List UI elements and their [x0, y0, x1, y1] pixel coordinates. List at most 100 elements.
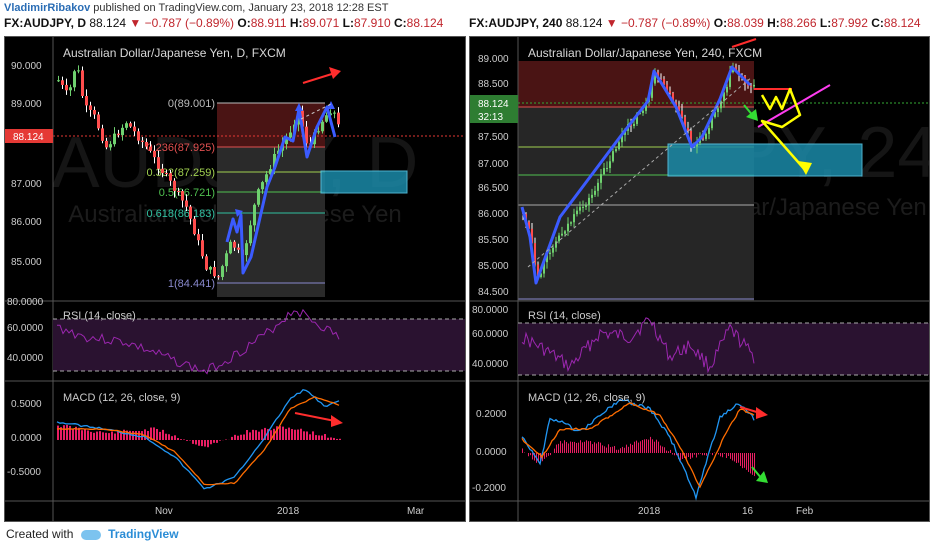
- right-chart-svg[interactable]: AUDJPY, 240 Australian Dollar/Japanese Y…: [470, 37, 929, 521]
- candle: [97, 114, 100, 129]
- candle: [61, 80, 64, 85]
- histogram-bar: [694, 453, 695, 455]
- histogram-bar: [204, 440, 206, 447]
- histogram-bar: [75, 426, 77, 440]
- histogram-bar: [237, 435, 239, 440]
- candle: [726, 86, 728, 93]
- histogram-bar: [604, 446, 605, 453]
- histogram-bar: [580, 440, 581, 453]
- author-link[interactable]: VladimirRibakov: [4, 2, 91, 14]
- candle: [654, 72, 656, 84]
- published-text: published on TradingView.com, January 23…: [93, 2, 389, 14]
- candle: [201, 240, 204, 257]
- candle: [582, 206, 584, 208]
- candle: [93, 109, 96, 115]
- macd-tick: 0.0000: [476, 447, 507, 458]
- candle: [125, 123, 128, 128]
- candle: [573, 214, 575, 223]
- histogram-bar: [249, 432, 251, 440]
- candle: [591, 194, 593, 198]
- rsi-tick: 60.0000: [472, 329, 509, 340]
- candle: [531, 228, 533, 244]
- candle: [261, 182, 264, 190]
- histogram-bar: [588, 441, 589, 453]
- histogram-bar: [564, 440, 565, 453]
- histogram-bar: [646, 439, 647, 453]
- left-price-axis[interactable]: [5, 37, 53, 301]
- candle: [245, 243, 248, 256]
- histogram-bar: [574, 441, 575, 453]
- macd-tick: -0.2000: [472, 483, 506, 494]
- price-tick: 87.000: [11, 179, 42, 190]
- histogram-bar: [210, 440, 212, 445]
- candle: [117, 133, 120, 136]
- histogram-bar: [630, 443, 631, 453]
- candle: [285, 137, 288, 145]
- right-price-axis[interactable]: [470, 37, 518, 301]
- right-close: 88.124: [883, 16, 921, 30]
- current-price-badge: [470, 95, 518, 123]
- candle: [113, 133, 116, 145]
- wave-count-line[interactable]: [225, 105, 337, 275]
- histogram-bar: [602, 445, 603, 453]
- histogram-bar: [138, 430, 140, 440]
- wave-count-line[interactable]: [520, 65, 752, 285]
- candle: [717, 108, 719, 113]
- histogram-bar: [99, 431, 101, 440]
- candle: [181, 191, 184, 201]
- histogram-bar: [141, 431, 143, 440]
- histogram-bar: [668, 451, 669, 453]
- histogram-bar: [330, 437, 332, 440]
- histogram-bar: [309, 434, 311, 440]
- price-tick: 86.000: [478, 209, 509, 220]
- left-chart-panel[interactable]: AUDJPY, D Australian Dollar/Japanese Yen…: [4, 36, 466, 522]
- histogram-bar: [534, 453, 535, 461]
- candle: [229, 241, 232, 254]
- histogram-bar: [702, 453, 703, 456]
- histogram-bar: [742, 453, 743, 469]
- left-price: 88.124: [89, 16, 127, 30]
- price-tick: 85.000: [478, 261, 509, 272]
- candle: [77, 70, 80, 72]
- histogram-bar: [642, 440, 643, 453]
- histogram-bar: [610, 447, 611, 453]
- time-tick: 2018: [638, 506, 661, 517]
- right-chart-panel[interactable]: AUDJPY, 240 Australian Dollar/Japanese Y…: [469, 36, 930, 522]
- candle: [149, 146, 152, 151]
- yellow-arrow-icon: [798, 161, 812, 175]
- histogram-bar: [720, 453, 721, 457]
- candle: [714, 112, 716, 118]
- fib-label-1: 1(84.441): [168, 278, 215, 290]
- down-triangle-icon: ▼: [605, 16, 618, 30]
- rsi-band: [53, 319, 465, 371]
- candle: [269, 169, 272, 175]
- candle: [217, 276, 220, 278]
- rsi-label: RSI (14, close): [63, 310, 136, 322]
- histogram-bar: [692, 453, 693, 458]
- candle: [173, 180, 176, 191]
- right-change: −0.787 (−0.89%): [621, 16, 711, 30]
- yellow-projection-path[interactable]: [760, 87, 807, 172]
- histogram-bar: [628, 446, 629, 453]
- histogram-bar: [614, 446, 615, 453]
- histogram-bar: [207, 440, 209, 448]
- histogram-bar: [540, 453, 541, 464]
- histogram-bar: [276, 426, 278, 440]
- target-zone-box[interactable]: [667, 143, 863, 177]
- histogram-bar: [126, 430, 128, 440]
- candle: [663, 78, 665, 85]
- left-chart-svg[interactable]: AUDJPY, D Australian Dollar/Japanese Yen…: [5, 37, 465, 521]
- histogram-bar: [660, 445, 661, 453]
- histogram-bar: [586, 440, 587, 453]
- tradingview-link[interactable]: TradingView: [108, 527, 179, 541]
- histogram-bar: [740, 453, 741, 466]
- target-zone-box[interactable]: [320, 170, 408, 194]
- candle: [549, 252, 551, 255]
- right-chart-title: Australian Dollar/Japanese Yen, 240, FXC…: [528, 46, 762, 60]
- candle: [305, 126, 308, 144]
- histogram-bar: [264, 427, 266, 440]
- histogram-bar: [658, 441, 659, 453]
- histogram-bar: [144, 429, 146, 440]
- rsi-band: [518, 323, 929, 375]
- candle: [576, 210, 578, 215]
